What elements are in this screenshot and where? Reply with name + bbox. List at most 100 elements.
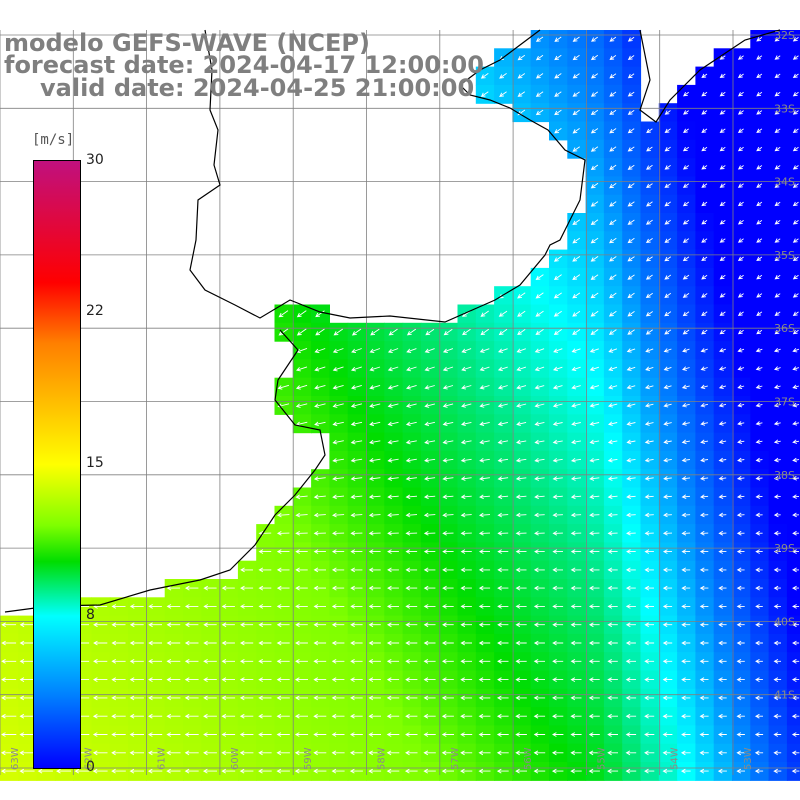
wind-arrow (589, 366, 600, 372)
wind-arrow (462, 328, 471, 336)
wind-arrow (535, 91, 544, 97)
wind-arrow (645, 292, 653, 299)
wind-arrow (554, 91, 562, 97)
wind-arrow (572, 310, 581, 317)
wind-arrow (754, 750, 764, 756)
wind-arrow (534, 512, 545, 518)
wind-arrow (349, 732, 363, 737)
wind-arrow (406, 366, 417, 372)
wind-arrow (184, 713, 199, 719)
wind-arrow (203, 659, 217, 664)
wind-arrow (296, 328, 307, 336)
wind-arrow (350, 512, 363, 518)
wind-arrow (350, 494, 363, 500)
wind-arrow (755, 567, 763, 573)
wind-arrow (683, 128, 689, 133)
wind-arrow (773, 585, 781, 591)
wind-arrow (184, 732, 199, 737)
wind-arrow (589, 403, 600, 408)
wind-arrow (627, 128, 635, 134)
wind-arrow (460, 659, 472, 664)
wind-arrow (406, 328, 417, 336)
wind-arrow (129, 732, 144, 737)
wind-arrow (572, 256, 581, 262)
wind-arrow (276, 732, 290, 737)
wind-arrow (590, 73, 599, 79)
wind-arrow (719, 110, 726, 115)
wind-arrow (276, 531, 290, 536)
wind-arrow (719, 293, 726, 298)
wind-arrow (405, 512, 418, 518)
wind-arrow (662, 695, 673, 701)
wind-arrow (129, 750, 144, 756)
wind-arrow (701, 91, 708, 97)
wind-arrow (423, 604, 436, 609)
wind-arrow (517, 292, 526, 299)
wind-arrow (554, 54, 562, 61)
wind-arrow (792, 311, 799, 316)
wind-arrow (517, 54, 526, 61)
wind-arrow (792, 622, 800, 628)
wind-arrow (331, 604, 345, 609)
wind-arrow (497, 421, 508, 427)
wind-arrow (314, 366, 326, 372)
forecast-date: forecast date: 2024-04-17 12:00:00 (4, 51, 484, 79)
wind-arrow (570, 567, 582, 573)
wind-arrow (644, 659, 655, 664)
wind-arrow (516, 348, 526, 353)
wind-arrow (295, 512, 308, 518)
wind-arrow (644, 622, 654, 628)
wind-arrow (203, 695, 217, 701)
wind-arrow (572, 73, 580, 79)
longitude-label: 58W (377, 747, 388, 770)
wind-arrow (423, 549, 436, 554)
wind-arrow (387, 476, 399, 481)
wind-arrow (442, 476, 454, 481)
wind-arrow (627, 201, 635, 207)
longitude-label: 57W (450, 747, 461, 770)
wind-arrow (627, 292, 635, 299)
wind-arrow (405, 549, 418, 554)
wind-arrow (386, 713, 400, 719)
wind-arrow (368, 567, 381, 573)
wind-arrow (736, 768, 745, 774)
wind-arrow (442, 567, 454, 573)
wind-arrow (664, 311, 672, 317)
wind-arrow (387, 366, 399, 372)
colorbar-unit: [m/s] (32, 132, 75, 148)
wind-arrow (718, 549, 727, 554)
wind-arrow (609, 292, 617, 299)
wind-arrow (258, 732, 272, 737)
wind-arrow (166, 750, 181, 756)
wind-arrow (607, 622, 618, 628)
wind-arrow (203, 640, 217, 646)
wind-arrow (646, 183, 653, 189)
wind-cell (786, 322, 800, 342)
wind-arrow (681, 622, 691, 628)
wind-arrow (350, 531, 363, 536)
wind-arrow (533, 567, 545, 573)
wind-arrow (350, 659, 363, 664)
wind-arrow (350, 585, 363, 591)
wind-arrow (479, 385, 490, 390)
wind-arrow (719, 256, 726, 262)
wind-arrow (737, 421, 745, 426)
wind-arrow (644, 531, 654, 536)
wind-arrow (737, 220, 744, 225)
wind-arrow (331, 659, 345, 664)
wind-arrow (607, 403, 618, 408)
wind-arrow (773, 439, 781, 444)
wind-arrow (700, 439, 709, 445)
wind-arrow (515, 713, 527, 719)
wind-arrow (662, 768, 673, 774)
wind-arrow (552, 640, 564, 646)
wind-arrow (239, 713, 254, 719)
wind-arrow (663, 421, 672, 426)
wind-arrow (111, 732, 126, 737)
wind-arrow (442, 512, 454, 518)
wind-arrow (423, 585, 436, 591)
wind-arrow (368, 476, 381, 481)
wind-arrow (627, 274, 635, 280)
wind-arrow (461, 385, 472, 390)
wind-arrow (515, 531, 527, 536)
